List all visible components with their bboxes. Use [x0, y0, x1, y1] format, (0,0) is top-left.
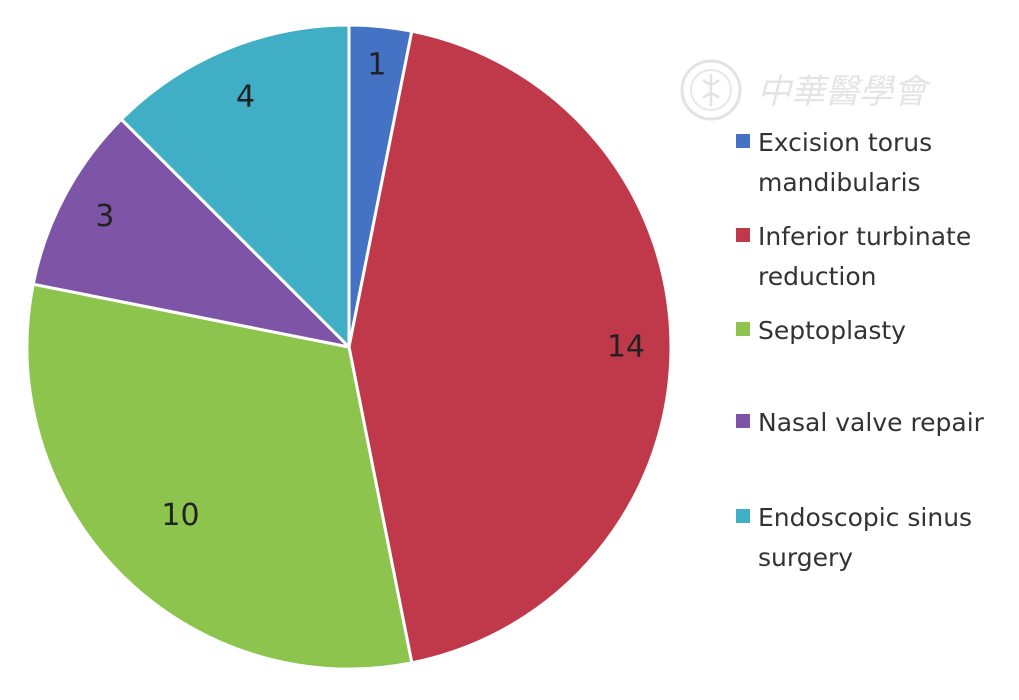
data-label-excision-torus-mandibularis: 1	[367, 48, 386, 83]
pie-slice-nasal-valve-repair	[31, 117, 351, 349]
pie-slices	[25, 23, 673, 671]
association-seal-icon	[680, 59, 742, 121]
legend-item-nasal-valve-repair: Nasal valve repair	[736, 408, 985, 437]
legend-item-septoplasty: Septoplasty	[736, 316, 906, 345]
legend-label: mandibularis	[758, 168, 921, 197]
watermark: 中華醫學會	[680, 59, 932, 121]
legend-label: Inferior turbinate	[758, 222, 971, 251]
legend-label: reduction	[758, 262, 876, 291]
data-label-nasal-valve-repair: 3	[95, 199, 114, 234]
legend-label: surgery	[758, 543, 853, 572]
data-label-septoplasty: 10	[161, 498, 199, 533]
data-label-endoscopic-sinus-surgery: 4	[236, 80, 255, 115]
legend-item-inferior-turbinate-reduction: Inferior turbinate reduction	[736, 222, 971, 291]
pie-slice-inferior-turbinate-reduction	[347, 29, 673, 665]
legend-label: Endoscopic sinus	[758, 503, 972, 532]
legend-item-excision-torus-mandibularis: Excision torus mandibularis	[736, 128, 932, 197]
legend-swatch	[736, 322, 750, 336]
legend-label: Septoplasty	[758, 316, 906, 345]
legend-swatch	[736, 228, 750, 242]
pie-data-labels: 1 14 10 3 4	[95, 48, 645, 533]
legend: Excision torus mandibularis Inferior turbi…	[736, 128, 985, 572]
legend-swatch	[736, 509, 750, 523]
legend-swatch	[736, 414, 750, 428]
legend-label: Excision torus	[758, 128, 932, 157]
legend-item-endoscopic-sinus-surgery: Endoscopic sinus surgery	[736, 503, 972, 572]
legend-swatch	[736, 134, 750, 148]
pie-slice-septoplasty	[25, 282, 414, 671]
legend-label: Nasal valve repair	[758, 408, 985, 437]
data-label-inferior-turbinate-reduction: 14	[607, 330, 645, 365]
watermark-text: 中華醫學會	[757, 72, 932, 112]
pie-slice-endoscopic-sinus-surgery	[119, 23, 351, 349]
